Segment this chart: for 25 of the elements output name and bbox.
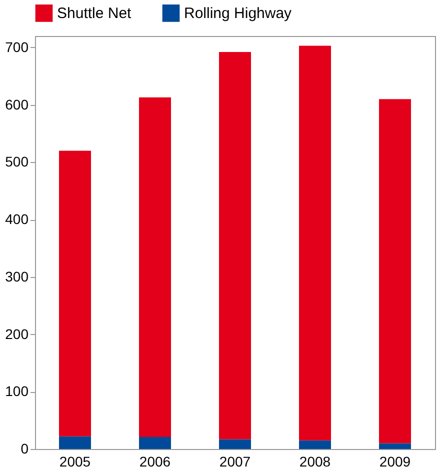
bar [299, 440, 331, 449]
y-tick-label: 300 [5, 268, 29, 284]
bar [59, 150, 91, 436]
y-tick-label: 600 [5, 96, 29, 112]
x-tick-label: 2006 [139, 454, 171, 470]
x-tick-label: 2008 [299, 454, 331, 470]
bar [379, 99, 411, 444]
y-tick-label: 400 [5, 211, 29, 228]
bar [139, 97, 171, 437]
legend-label: Rolling Highway [184, 5, 292, 22]
y-tick-label: 200 [5, 326, 29, 342]
bar [219, 439, 251, 449]
y-tick-label: 0 [20, 440, 29, 456]
x-tick-label: 2009 [379, 454, 411, 470]
bar [299, 46, 331, 440]
y-tick-label: 500 [5, 154, 29, 170]
bar [59, 436, 91, 449]
bar [139, 436, 171, 449]
y-tick-label: 100 [5, 383, 29, 400]
y-tick-label: 700 [5, 38, 29, 55]
x-tick-label: 2007 [219, 454, 251, 470]
x-tick-label: 2005 [59, 454, 91, 470]
bar [379, 443, 411, 449]
bar [219, 52, 251, 440]
legend-label: Shuttle Net [57, 5, 132, 22]
